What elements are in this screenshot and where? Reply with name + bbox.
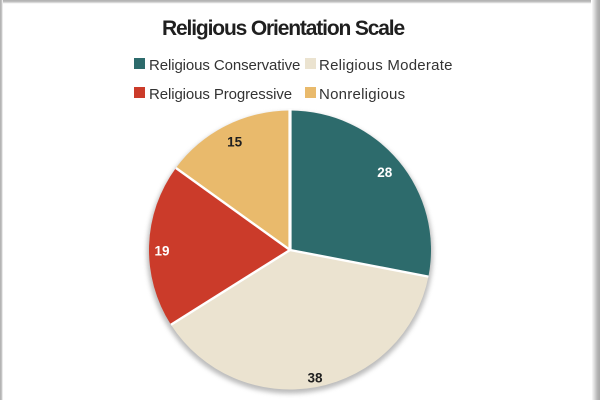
svg-text:19: 19 [154, 243, 169, 258]
svg-text:38: 38 [307, 370, 323, 385]
svg-text:28: 28 [377, 165, 393, 180]
svg-text:15: 15 [227, 134, 243, 149]
